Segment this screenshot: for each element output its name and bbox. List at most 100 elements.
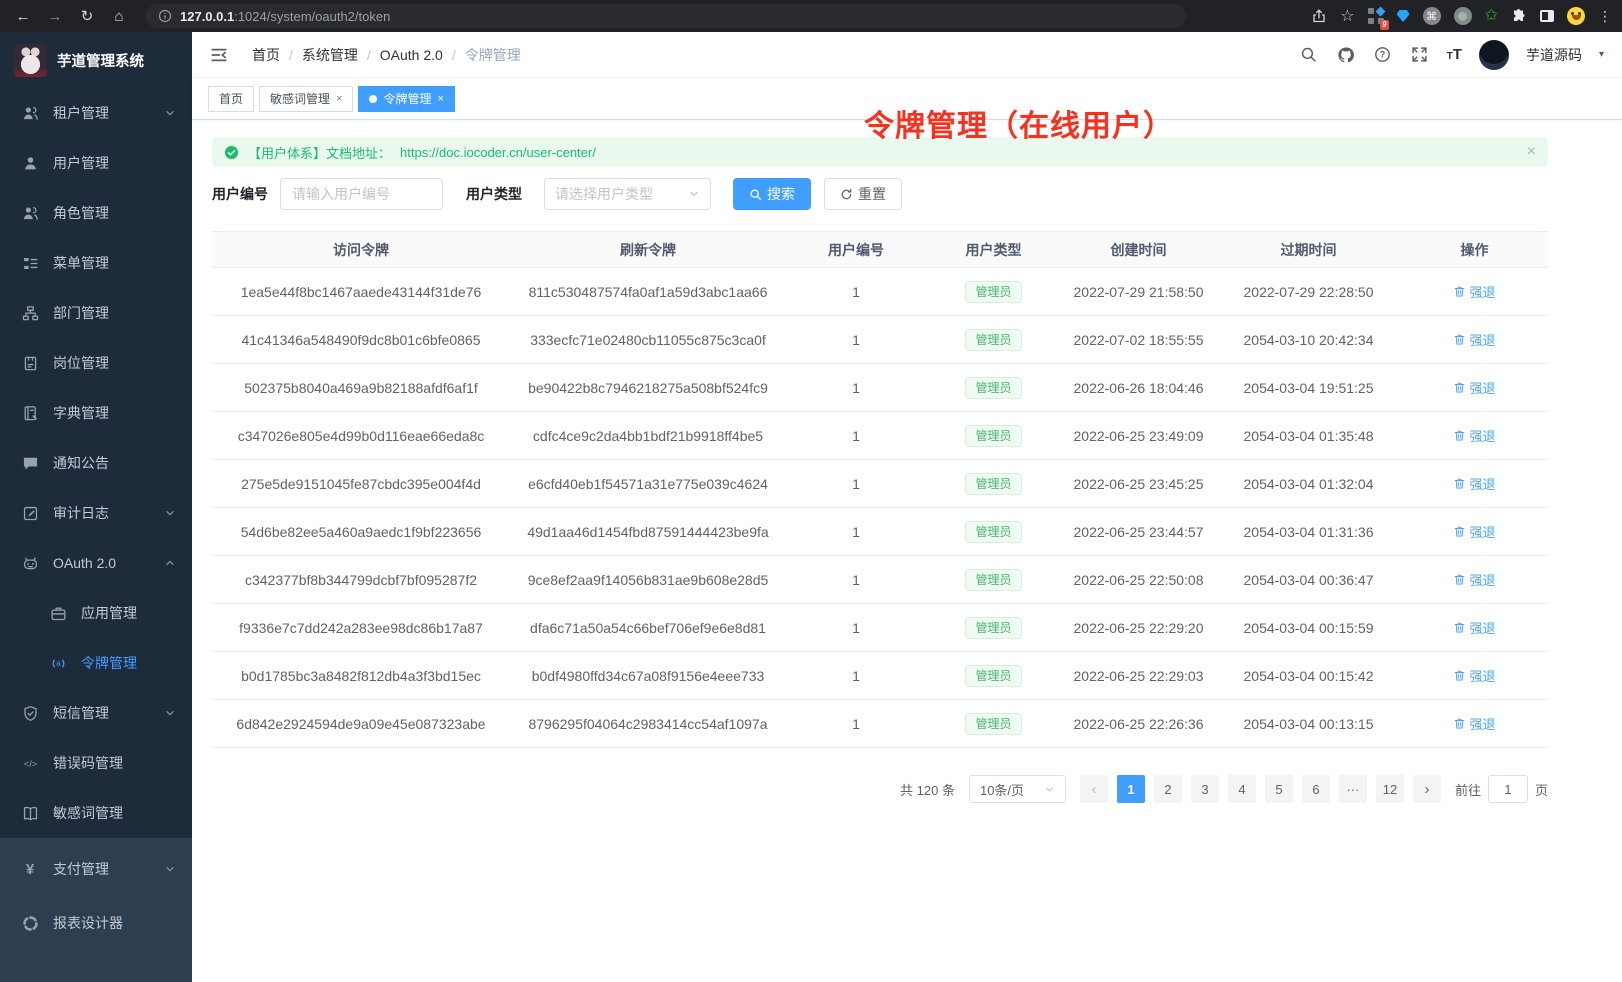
sidebar-item-label: 支付管理 [53,861,109,877]
page-button-4[interactable]: 4 [1227,775,1256,803]
sidebar-item-menu[interactable]: 菜单管理 [0,238,192,288]
doc-link[interactable]: https://doc.iocoder.cn/user-center/ [400,144,596,160]
close-icon[interactable]: × [437,92,444,105]
force-logout-link[interactable]: 强退 [1453,570,1496,589]
bookmark-star-icon[interactable]: ☆ [1340,8,1355,25]
table-row: f9336e7c7dd242a283ee98dc86b17a87 dfa6c71a… [212,603,1548,652]
breadcrumb-item[interactable]: OAuth 2.0 [379,46,443,63]
sidebar-item-oauth[interactable]: OAuth 2.0 [0,538,192,588]
force-logout-link[interactable]: 强退 [1453,714,1496,733]
page-button-1[interactable]: 1 [1116,775,1145,803]
sidebar-item-report[interactable]: 报表设计器 [0,896,192,950]
page-button-6[interactable]: 6 [1301,775,1330,803]
search-button[interactable]: 搜索 [733,178,811,210]
user-type-select[interactable]: 请选择用户类型 [544,178,711,210]
sidebar-item-tenant[interactable]: 租户管理 [0,88,192,138]
goto-page: 前往 页 [1455,775,1548,803]
prev-page-button[interactable]: ‹ [1079,775,1108,803]
tab-sensitive-words[interactable]: 敏感词管理 × [259,85,354,112]
share-icon[interactable] [1311,8,1327,24]
page-button-2[interactable]: 2 [1153,775,1182,803]
access-token-cell: 6d842e2924594de9a09e45e087323abe [212,699,510,748]
sidebar-item-dept[interactable]: 部门管理 [0,288,192,338]
force-logout-link[interactable]: 强退 [1453,522,1496,541]
table-row: 6d842e2924594de9a09e45e087323abe 8796295f… [212,699,1548,748]
chevron-down-icon[interactable]: ▾ [1598,49,1604,60]
sidebar-item-sms[interactable]: 短信管理 [0,688,192,738]
page-button-12[interactable]: 12 [1375,775,1404,803]
sidebar-item-token[interactable]: a 令牌管理 [0,638,192,688]
tab-home[interactable]: 首页 [208,85,255,112]
alert-close-icon[interactable]: × [1526,143,1536,160]
browser-menu-icon[interactable]: ⋮ [1598,7,1612,24]
star-extension-icon[interactable]: ✩ [1484,7,1498,24]
user-id-cell: 1 [786,267,926,316]
command-extension-icon[interactable]: ⌘ [1422,7,1441,25]
page-button-3[interactable]: 3 [1190,775,1219,803]
force-logout-link[interactable]: 强退 [1453,474,1496,493]
app-logo[interactable] [14,43,47,77]
close-icon[interactable]: × [336,92,343,105]
address-bar[interactable]: 127.0.0.1:1024/system/oauth2/token [146,4,1186,28]
record-extension-icon[interactable] [1453,7,1472,25]
force-logout-link[interactable]: 强退 [1453,330,1496,349]
sidebar-item-label: 应用管理 [81,605,137,621]
force-logout-link[interactable]: 强退 [1453,618,1496,637]
profile-avatar[interactable] [1567,7,1585,25]
more-pages-button[interactable]: ··· [1338,775,1367,803]
force-logout-link[interactable]: 强退 [1453,282,1496,301]
sidebar-item-sensitive[interactable]: 敏感词管理 [0,788,192,838]
breadcrumb-item[interactable]: 首页 [252,46,280,63]
table-column-header: 刷新令牌 [510,231,786,268]
browser-forward-icon[interactable]: → [47,7,63,25]
page-button-5[interactable]: 5 [1264,775,1293,803]
user-type-badge: 管理员 [965,616,1022,639]
force-logout-link[interactable]: 强退 [1453,378,1496,397]
puzzle-extension-icon[interactable] [1511,8,1527,24]
help-icon[interactable]: ? [1373,45,1393,65]
force-logout-link[interactable]: 强退 [1453,426,1496,445]
next-page-button[interactable]: › [1412,775,1441,803]
user-id-input[interactable] [280,178,443,210]
browser-home-icon[interactable]: ⌂ [114,7,124,25]
sidebar-item-post[interactable]: 岗位管理 [0,338,192,388]
svg-text:</>: </> [23,758,36,768]
side-panel-icon[interactable] [1540,10,1554,22]
created-time-cell: 2022-06-25 23:45:25 [1061,459,1216,508]
expire-time-cell: 2054-03-04 00:36:47 [1216,555,1401,604]
username[interactable]: 芋道源码 [1525,46,1582,63]
sidebar-item-errcode[interactable]: </> 错误码管理 [0,738,192,788]
created-time-cell: 2022-06-25 22:26:36 [1061,699,1216,748]
fullscreen-icon[interactable] [1410,45,1430,65]
browser-reload-icon[interactable]: ↻ [80,8,94,25]
sidebar-item-user[interactable]: 用户管理 [0,138,192,188]
chevron-down-icon [164,863,176,875]
goto-page-input[interactable] [1487,775,1528,803]
gem-extension-icon[interactable] [1396,10,1410,22]
extensions-grid-icon[interactable]: 9 [1367,6,1389,30]
user-avatar[interactable] [1478,39,1509,70]
tab-token-management[interactable]: 令牌管理 × [358,85,455,112]
user-type-badge: 管理员 [965,424,1022,447]
github-icon[interactable] [1336,45,1356,65]
site-info-icon[interactable] [158,9,172,23]
search-icon[interactable] [1299,45,1319,65]
sidebar-item-notice[interactable]: 通知公告 [0,438,192,488]
sidebar-collapse-icon[interactable] [208,44,230,66]
sidebar-item-pay[interactable]: ¥ 支付管理 [0,842,192,896]
sidebar-item-role[interactable]: 角色管理 [0,188,192,238]
access-token-cell: c342377bf8b344799dcbf7bf095287f2 [212,555,510,604]
reset-button[interactable]: 重置 [824,178,902,210]
dict-icon [21,404,39,422]
table-row: b0d1785bc3a8482f812db4a3f3bd15ec b0df4980… [212,651,1548,700]
sidebar-item-audit[interactable]: 审计日志 [0,488,192,538]
chevron-down-icon [1044,784,1055,795]
browser-back-icon[interactable]: ← [15,7,31,25]
page-size-select[interactable]: 10条/页 [968,775,1066,803]
breadcrumb-item[interactable]: 系统管理 [301,46,358,63]
sidebar-item-app[interactable]: 应用管理 [0,588,192,638]
force-logout-link[interactable]: 强退 [1453,666,1496,685]
sidebar-item-dict[interactable]: 字典管理 [0,388,192,438]
table-column-header: 用户编号 [786,231,926,268]
